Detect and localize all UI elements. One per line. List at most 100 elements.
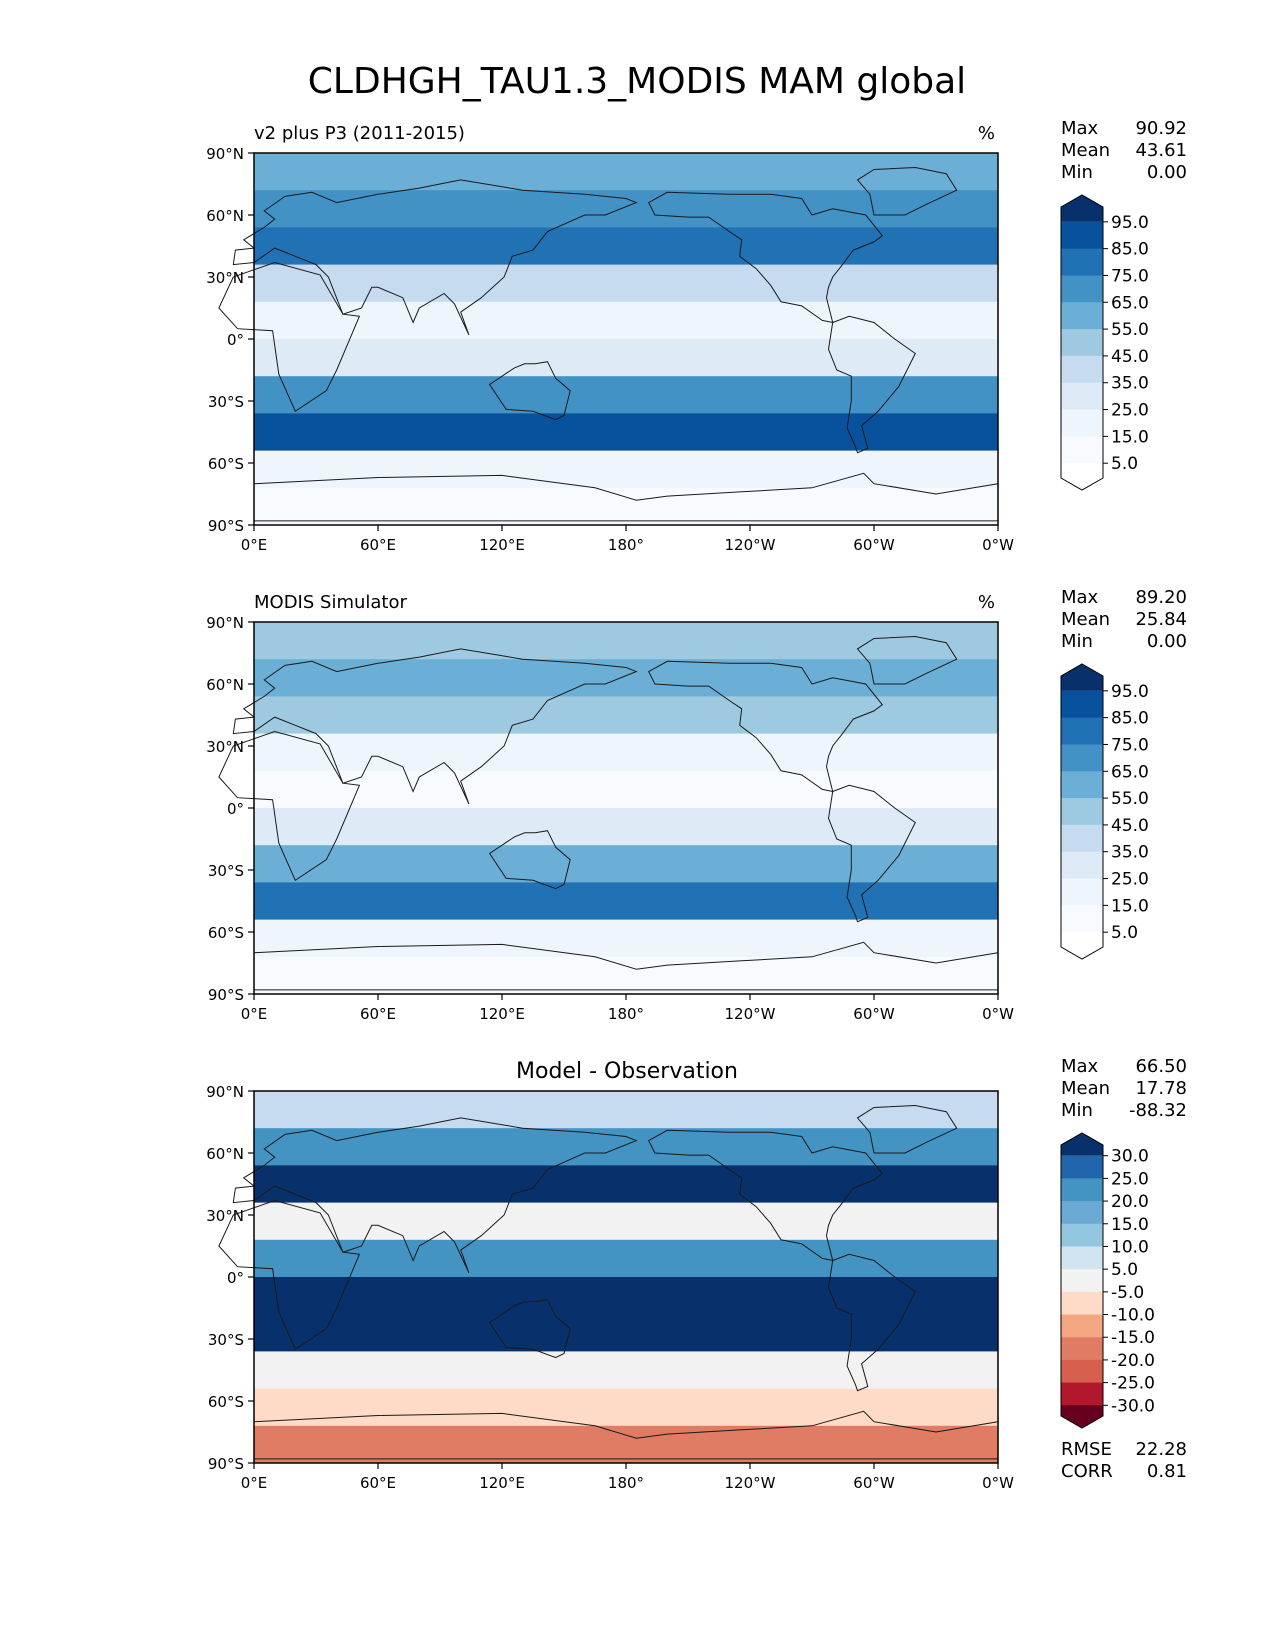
stat-rmse-label: RMSE xyxy=(1061,1439,1112,1460)
colorbar-segment xyxy=(1061,302,1103,330)
stat-mean-value: 25.84 xyxy=(1135,609,1187,630)
lat-tick-label: 60°N xyxy=(206,676,244,694)
coastline xyxy=(218,1199,361,1351)
coastline xyxy=(218,261,361,413)
panel-reference: MODIS Simulator % 90°N 60°N 30°N 0° 30°S 60°S… xyxy=(206,587,1187,1023)
panel-title-left: MODIS Simulator xyxy=(254,592,407,613)
map-band xyxy=(254,1388,998,1427)
lat-tick-label: 60°S xyxy=(208,924,244,942)
stat-min-value: 0.00 xyxy=(1147,162,1187,183)
colorbar-segment xyxy=(1061,221,1103,250)
stat-mean-label: Mean xyxy=(1061,140,1110,161)
lat-tick-label: 30°S xyxy=(208,862,244,880)
map-band xyxy=(254,956,998,995)
map-band xyxy=(254,1314,998,1352)
lon-tick-label: 120°W xyxy=(725,1474,776,1492)
stat-min-value: 0.00 xyxy=(1147,631,1187,652)
lon-tick-label: 0°W xyxy=(982,536,1014,554)
colorbar-outline xyxy=(1060,663,1104,960)
colorbar-label: 75.0 xyxy=(1111,735,1149,755)
stat-corr-value: 0.81 xyxy=(1147,1461,1187,1482)
colorbar-segment xyxy=(1061,1155,1103,1179)
map-area: 90°N 60°N 30°N 0° 30°S 60°S 90°S0°E 60°E 120°E 18… xyxy=(206,145,1014,554)
colorbar-segment xyxy=(1061,824,1103,853)
lat-tick-label: 60°S xyxy=(208,1393,244,1411)
map-band xyxy=(254,227,998,266)
colorbar: 30.025.0 20.0 15.010.0 5.0 -5.0 -10.0-15.0 -20… xyxy=(1060,1132,1155,1429)
stat-mean-label: Mean xyxy=(1061,1078,1110,1099)
lat-tick-label: 60°S xyxy=(208,455,244,473)
lon-tick-label: 120°E xyxy=(479,1474,525,1492)
coastline xyxy=(648,191,884,324)
colorbar-segment xyxy=(1061,355,1103,384)
map-band xyxy=(254,622,998,660)
colorbar-segment xyxy=(1061,905,1103,933)
stats-box: Max 66.50 Mean 17.78 Min -88.32 RMSE 22.… xyxy=(1061,1056,1187,1482)
colorbar-label: -30.0 xyxy=(1111,1396,1155,1416)
colorbar-segment xyxy=(1061,195,1103,222)
lat-tick-label: 0° xyxy=(227,1269,244,1287)
coastline xyxy=(218,730,361,882)
colorbar-label: 95.0 xyxy=(1111,213,1149,233)
colorbar: 95.0 85.0 75.0 65.0 55.0 45.0 35.0 25.0 15.0 5.0 xyxy=(1060,663,1149,960)
coastline xyxy=(827,315,916,454)
colorbar-segment xyxy=(1061,248,1103,276)
colorbar-label: 55.0 xyxy=(1111,789,1149,809)
colorbar-label: -15.0 xyxy=(1111,1328,1155,1348)
lon-tick-label: 0°E xyxy=(241,1005,268,1023)
colorbar-label: 5.0 xyxy=(1111,454,1138,474)
colorbar-segment xyxy=(1061,771,1103,799)
colorbar-segment xyxy=(1061,717,1103,745)
stat-mean-value: 43.61 xyxy=(1135,140,1187,161)
lat-tick-label: 90°N xyxy=(206,614,244,632)
lat-tick-label: 90°S xyxy=(208,517,244,535)
colorbar-segment xyxy=(1061,1201,1103,1225)
lat-tick-label: 0° xyxy=(227,800,244,818)
colorbar-segment xyxy=(1061,932,1103,959)
stat-max-value: 89.20 xyxy=(1135,587,1187,608)
lon-tick-label: 120°E xyxy=(479,536,525,554)
lon-tick-label: 0°E xyxy=(241,1474,268,1492)
colorbar-label: 25.0 xyxy=(1111,870,1149,890)
lat-tick-label: 90°S xyxy=(208,986,244,1004)
stats-box: Max 90.92 Mean 43.61 Min 0.00 xyxy=(1061,118,1187,183)
colorbar-segment xyxy=(1061,1269,1103,1293)
map-band xyxy=(254,882,998,921)
lon-tick-label: 60°E xyxy=(360,1474,396,1492)
map-area: 90°N 60°N 30°N 0° 30°S 60°S 90°S0°E 60°E 120°E 18… xyxy=(206,1083,1014,1492)
colorbar-segment xyxy=(1061,690,1103,719)
lat-tick-label: 90°N xyxy=(206,145,244,163)
colorbar-segment xyxy=(1061,382,1103,411)
colorbar-segment xyxy=(1061,409,1103,437)
coastline xyxy=(856,1104,958,1154)
coastline xyxy=(232,179,638,336)
colorbar-label: 45.0 xyxy=(1111,347,1149,367)
lon-tick-label: 180° xyxy=(608,536,644,554)
lat-tick-label: 0° xyxy=(227,331,244,349)
map-area: 90°N 60°N 30°N 0° 30°S 60°S 90°S0°E 60°E 120°E 18… xyxy=(206,614,1014,1023)
colorbar-outline xyxy=(1060,1132,1104,1429)
coastline xyxy=(856,635,958,685)
stat-mean-value: 17.78 xyxy=(1135,1078,1187,1099)
lon-tick-label: 0°E xyxy=(241,536,268,554)
colorbar: 95.0 85.0 75.0 65.0 55.0 45.0 35.0 25.0 15.0 5.0 xyxy=(1060,194,1149,491)
lat-tick-label: 90°S xyxy=(208,1455,244,1473)
colorbar-segment xyxy=(1061,1382,1103,1406)
colorbar-label: 30.0 xyxy=(1111,1147,1149,1167)
stat-max-value: 90.92 xyxy=(1135,118,1187,139)
colorbar-label: 85.0 xyxy=(1111,709,1149,729)
lon-tick-label: 180° xyxy=(608,1474,644,1492)
colorbar-label: 55.0 xyxy=(1111,320,1149,340)
lon-tick-label: 60°E xyxy=(360,1005,396,1023)
stat-mean-label: Mean xyxy=(1061,609,1110,630)
stat-max-value: 66.50 xyxy=(1135,1056,1187,1077)
map-band xyxy=(254,1351,998,1390)
map-band xyxy=(254,190,998,228)
panel-units: % xyxy=(978,592,995,613)
lat-tick-label: 60°N xyxy=(206,207,244,225)
lon-tick-label: 60°W xyxy=(853,536,895,554)
colorbar-segment xyxy=(1061,1246,1103,1270)
colorbar-segment xyxy=(1061,1405,1103,1428)
lon-tick-label: 0°W xyxy=(982,1474,1014,1492)
